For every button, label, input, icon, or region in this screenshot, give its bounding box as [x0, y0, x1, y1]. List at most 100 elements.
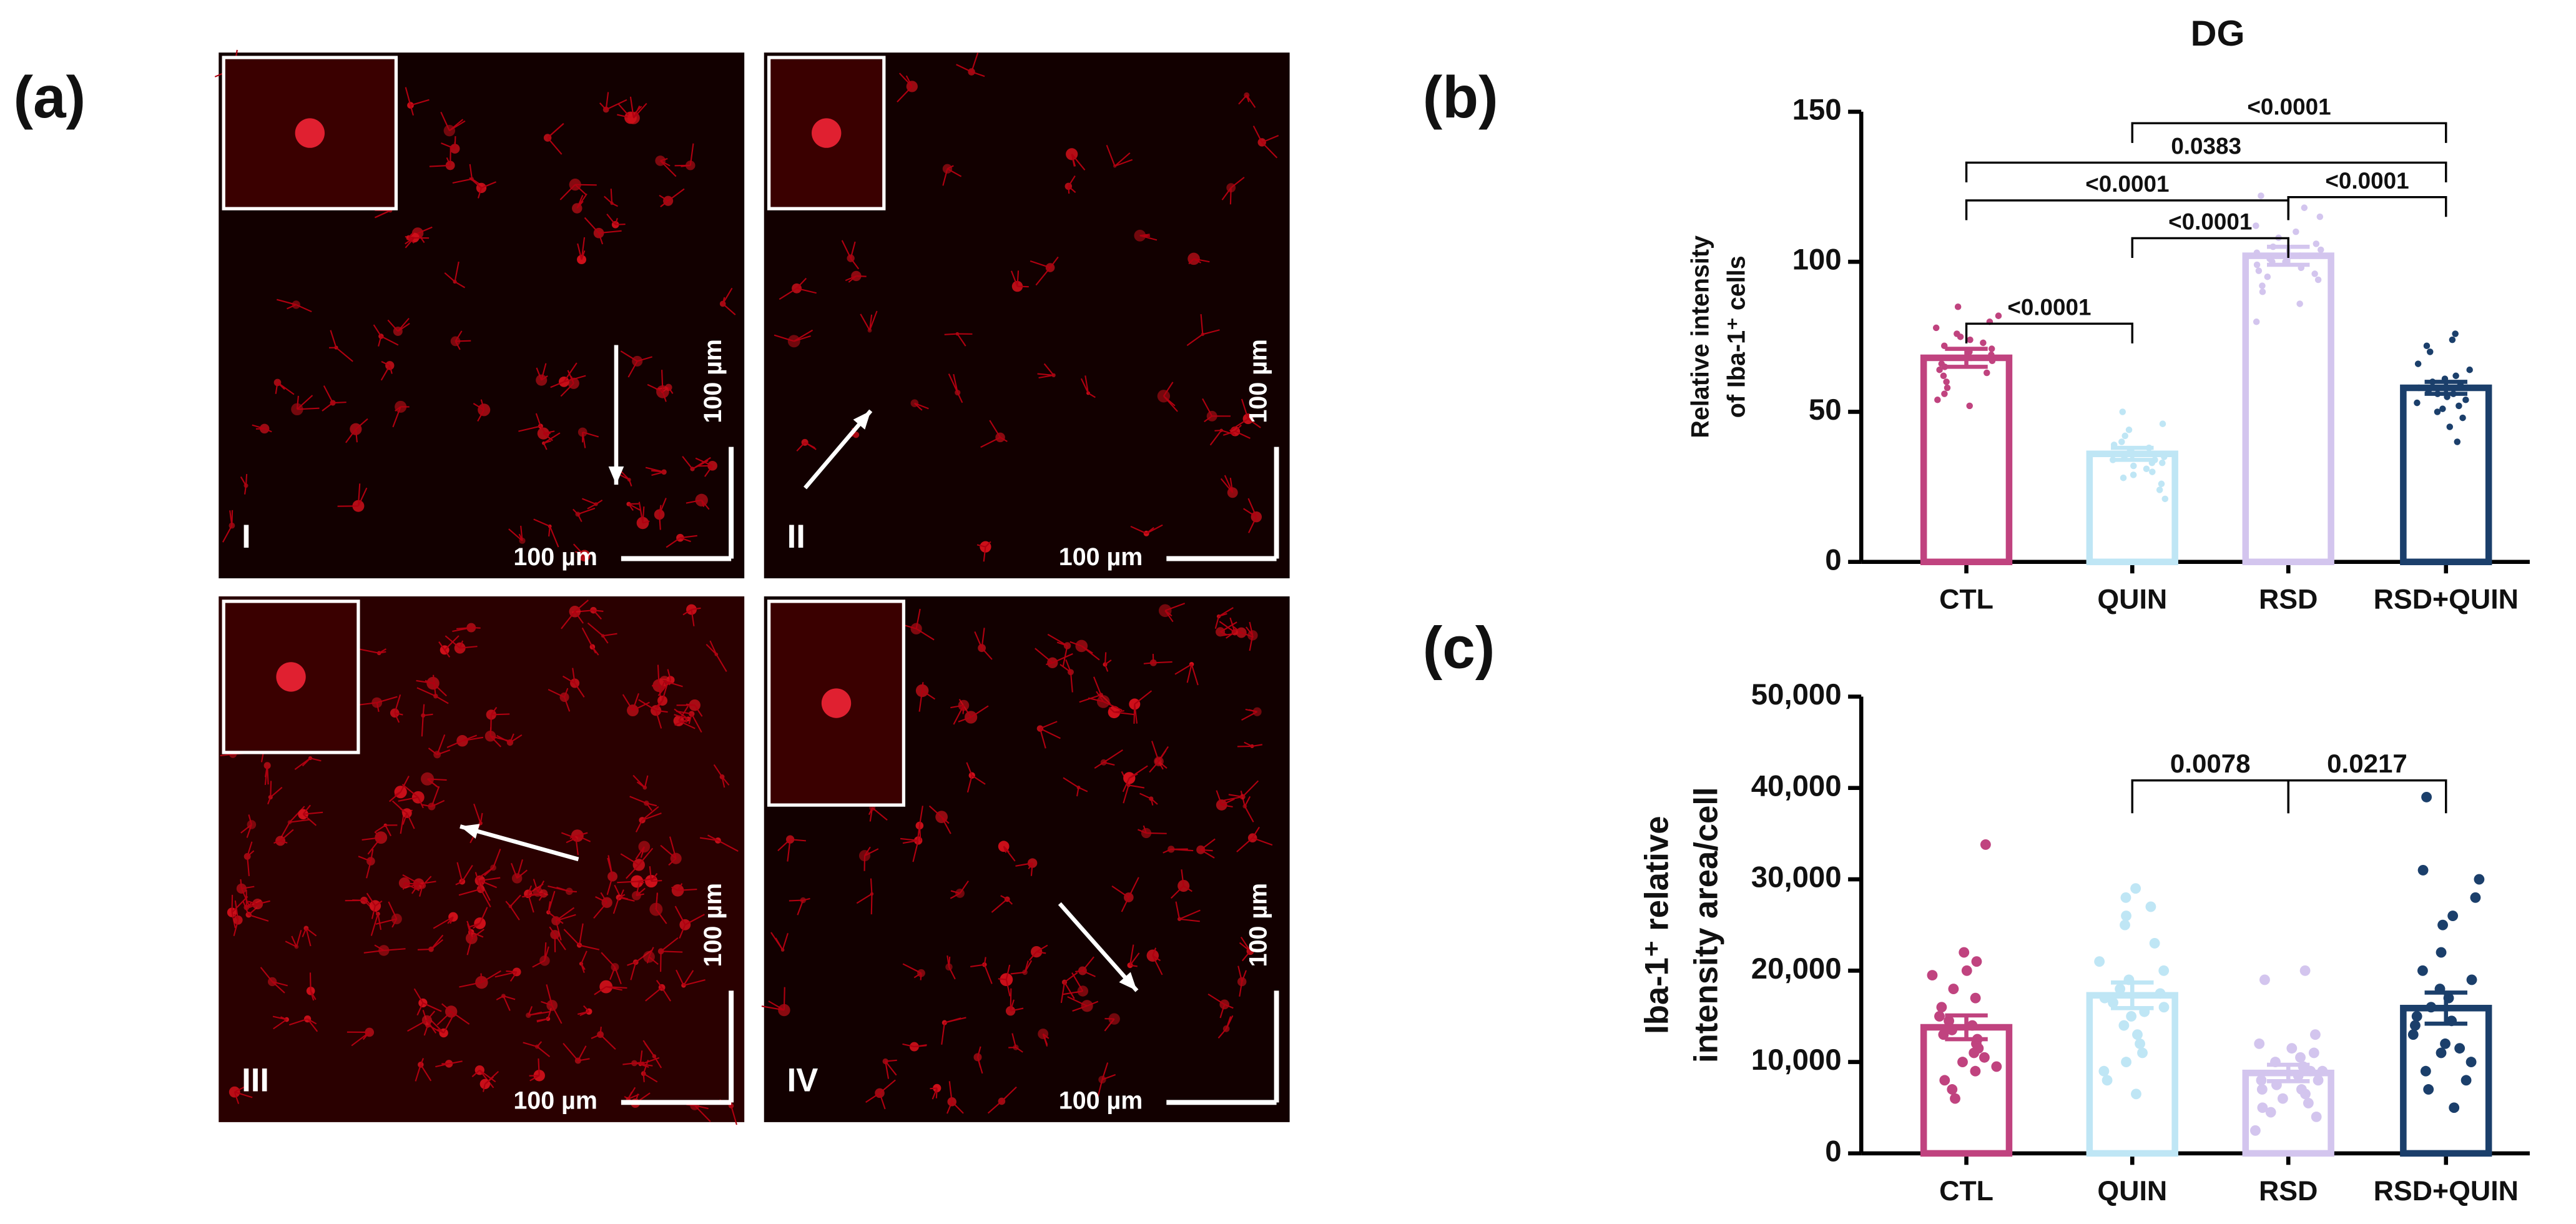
process: [367, 837, 382, 855]
y-tick-label: 50,000: [1751, 678, 1842, 711]
process: [516, 859, 523, 879]
process: [841, 240, 852, 259]
process: [946, 955, 950, 967]
data-point: [2293, 228, 2299, 235]
process: [503, 995, 511, 1011]
process: [611, 202, 618, 207]
process: [1108, 1018, 1115, 1026]
data-point: [1966, 402, 1973, 410]
data-point: [2449, 336, 2456, 343]
process: [682, 609, 692, 616]
process: [1134, 690, 1153, 705]
x-tick-label: CTL: [1939, 585, 1993, 615]
process: [422, 704, 425, 716]
process: [455, 330, 463, 342]
process: [599, 102, 607, 111]
process: [1080, 378, 1089, 393]
process: [642, 520, 650, 524]
process: [976, 1046, 981, 1058]
process: [628, 479, 632, 486]
process: [601, 952, 616, 968]
data-point: [2135, 1038, 2145, 1049]
process: [694, 1105, 709, 1110]
process: [1075, 970, 1083, 972]
process: [848, 275, 857, 283]
process: [630, 962, 637, 980]
data-point: [1950, 1093, 1960, 1104]
process: [257, 900, 270, 905]
data-point: [1989, 357, 1996, 365]
process: [1252, 744, 1263, 747]
process: [1094, 761, 1104, 769]
data-point: [2132, 1029, 2143, 1040]
process: [302, 814, 317, 826]
process: [956, 333, 966, 347]
process: [667, 188, 685, 202]
data-point: [1988, 345, 1995, 352]
process: [401, 784, 419, 798]
process: [1239, 981, 1243, 997]
process: [915, 608, 921, 629]
chart-title: DG: [2191, 14, 2245, 54]
process: [1052, 653, 1073, 664]
process: [1046, 662, 1053, 666]
process: [505, 901, 511, 907]
process: [642, 1060, 649, 1074]
data-point: [2255, 267, 2263, 274]
process: [804, 442, 815, 449]
y-tick-label: 50: [1809, 393, 1842, 427]
bar: [1920, 354, 2013, 566]
process: [1036, 944, 1048, 953]
process: [966, 775, 973, 793]
process: [885, 1059, 897, 1062]
process: [1047, 633, 1068, 646]
process: [636, 893, 644, 897]
process: [971, 774, 986, 785]
process: [599, 1034, 616, 1050]
process: [285, 940, 297, 947]
process: [240, 888, 250, 907]
process: [584, 217, 599, 234]
process: [922, 682, 924, 691]
y-tick-label: 0: [1825, 1135, 1841, 1168]
process: [1024, 960, 1029, 973]
image-label: II: [787, 518, 805, 555]
data-point: [2256, 1075, 2267, 1086]
process: [310, 758, 322, 762]
data-point: [1944, 384, 1951, 392]
process: [651, 470, 664, 473]
data-point: [2470, 892, 2481, 903]
process: [305, 927, 317, 937]
process: [638, 699, 657, 711]
process: [234, 1092, 240, 1104]
process: [248, 903, 258, 909]
process: [983, 964, 993, 984]
scale-label: 100 µm: [1059, 543, 1143, 571]
process: [610, 189, 613, 204]
p-value: 0.0078: [2170, 749, 2251, 778]
process: [897, 86, 913, 102]
process: [660, 160, 671, 167]
process: [953, 705, 965, 725]
image-label: III: [242, 1062, 269, 1099]
process: [850, 241, 856, 259]
process: [477, 187, 482, 199]
y-tick-label: 20,000: [1751, 952, 1842, 985]
process: [536, 1018, 548, 1022]
process: [620, 853, 639, 866]
process: [322, 402, 333, 412]
process: [1064, 972, 1078, 983]
process: [417, 948, 431, 950]
y-tick-label: 0: [1825, 543, 1841, 576]
data-point: [2155, 988, 2166, 999]
process: [657, 664, 660, 686]
process: [490, 707, 498, 716]
process: [1036, 951, 1046, 954]
process: [578, 555, 585, 559]
process: [691, 609, 695, 626]
process: [389, 791, 401, 802]
process: [914, 1045, 927, 1048]
process: [1220, 478, 1234, 493]
process: [375, 210, 391, 219]
arrow: [1058, 902, 1139, 992]
